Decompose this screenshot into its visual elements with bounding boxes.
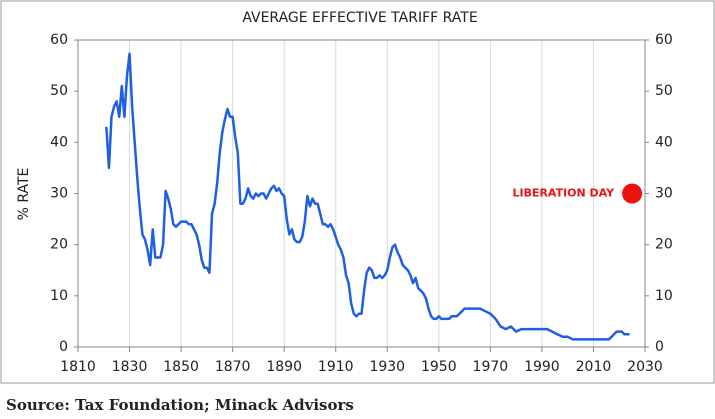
y2-tick-label: 30 [655, 186, 673, 202]
x-tick-label: 2010 [576, 359, 612, 375]
x-tick-label: 1930 [369, 359, 405, 375]
y2-tick-label: 40 [655, 134, 673, 150]
y-axis-label: % RATE [16, 168, 32, 221]
x-tick-label: 1910 [318, 359, 354, 375]
data-line [105, 52, 630, 341]
chart-title: AVERAGE EFFECTIVE TARIFF RATE [242, 10, 477, 26]
y2-tick-label: 10 [655, 288, 673, 304]
x-tick-label: 1870 [215, 359, 251, 375]
x-tick-label: 1810 [60, 359, 96, 375]
y-tick-label: 30 [50, 186, 68, 202]
y2-tick-label: 60 [655, 32, 673, 48]
y-tick-label: 40 [50, 134, 68, 150]
chart-frame [0, 0, 715, 384]
y-tick-label: 50 [50, 83, 68, 99]
x-tick-label: 1990 [524, 359, 560, 375]
annotation-label: LIBERATION DAY [512, 187, 615, 200]
source: Source: Tax Foundation; Minack Advisors [6, 396, 354, 414]
x-tick-label: 1970 [473, 359, 509, 375]
x-tick-label: 1950 [421, 359, 457, 375]
y2-tick-label: 20 [655, 237, 673, 253]
x-tick-label: 1890 [266, 359, 302, 375]
y-tick-label: 0 [59, 339, 68, 355]
y-tick-label: 60 [50, 32, 68, 48]
annotation-dot [622, 183, 643, 204]
y-tick-label: 10 [50, 288, 68, 304]
x-tick-label: 1850 [163, 359, 199, 375]
x-tick-label: 2030 [627, 359, 663, 375]
x-tick-label: 1830 [112, 359, 148, 375]
y2-tick-label: 50 [655, 83, 673, 99]
y-tick-label: 20 [50, 237, 68, 253]
y2-tick-label: 0 [655, 339, 664, 355]
plot-frame [77, 39, 646, 348]
